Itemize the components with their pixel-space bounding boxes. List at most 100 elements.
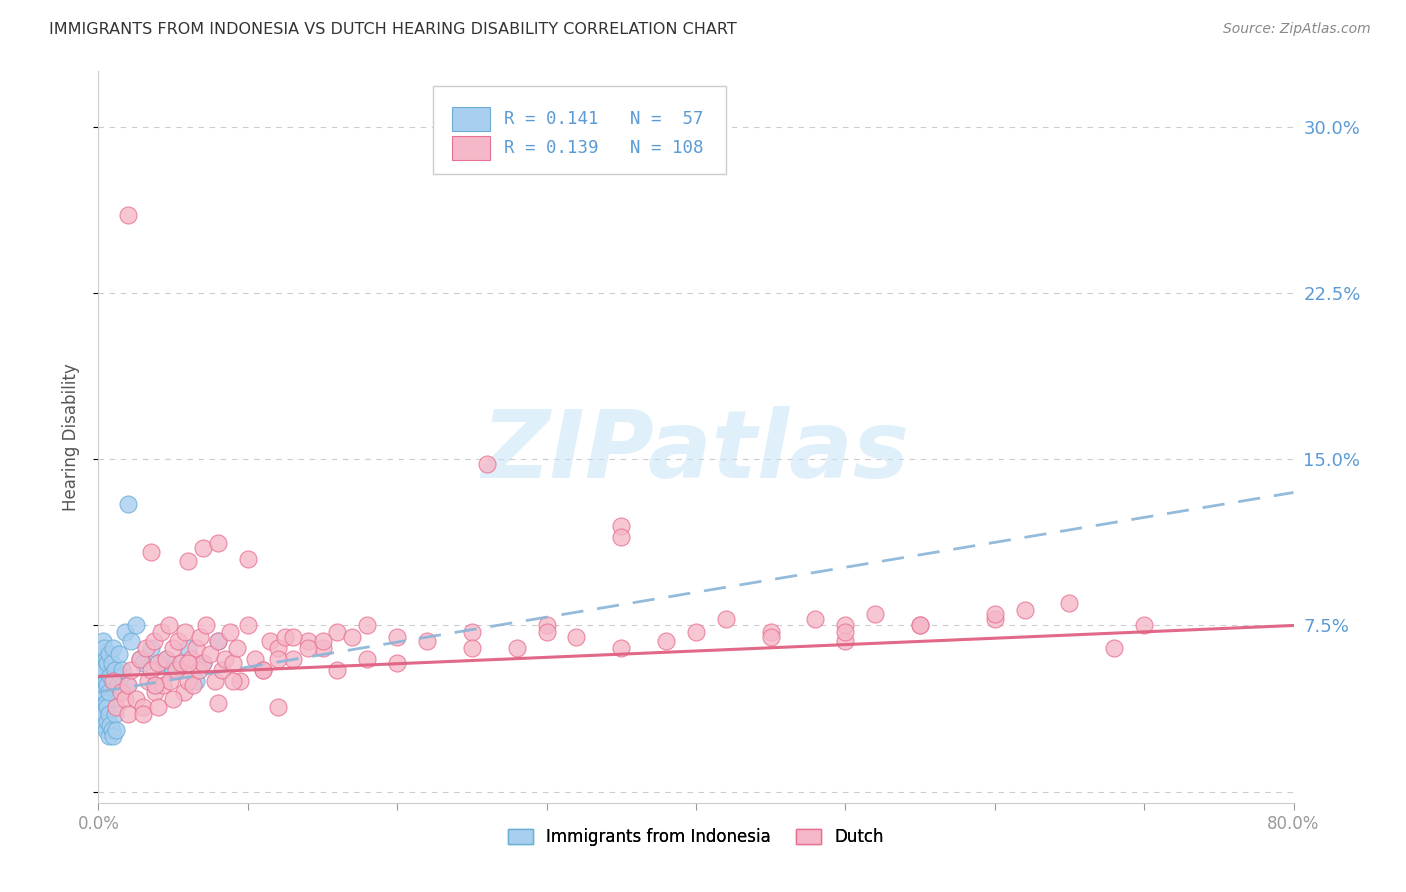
- Point: [93, 640, 115, 655]
- Point: [207, 634, 229, 648]
- Point: [97, 707, 120, 722]
- Point: [108, 648, 131, 662]
- Point: [155, 651, 177, 665]
- Point: [162, 663, 184, 677]
- Point: [125, 618, 148, 632]
- Point: [142, 634, 165, 648]
- Point: [162, 640, 184, 655]
- Point: [105, 700, 128, 714]
- Point: [356, 651, 378, 665]
- Point: [187, 663, 209, 677]
- Point: [274, 630, 297, 644]
- Point: [94, 651, 117, 665]
- Point: [97, 685, 120, 699]
- Point: [184, 640, 207, 655]
- Point: [204, 673, 226, 688]
- Point: [96, 678, 118, 692]
- Point: [105, 723, 128, 737]
- Point: [89, 669, 111, 683]
- Point: [115, 678, 138, 692]
- Point: [117, 497, 139, 511]
- Point: [655, 634, 678, 648]
- Point: [211, 663, 233, 677]
- Point: [475, 457, 498, 471]
- Point: [181, 678, 204, 692]
- Point: [416, 634, 439, 648]
- Point: [157, 618, 180, 632]
- Point: [461, 640, 484, 655]
- Point: [281, 630, 304, 644]
- Point: [908, 618, 931, 632]
- Point: [148, 700, 170, 714]
- Point: [236, 618, 259, 632]
- Point: [129, 651, 152, 665]
- Point: [107, 678, 129, 692]
- Point: [94, 696, 117, 710]
- Point: [342, 630, 364, 644]
- Text: ZIPatlas: ZIPatlas: [482, 406, 910, 498]
- Point: [139, 640, 162, 655]
- Point: [195, 618, 218, 632]
- Point: [356, 618, 378, 632]
- Point: [311, 640, 333, 655]
- Point: [834, 634, 856, 648]
- Point: [1104, 640, 1126, 655]
- Point: [281, 651, 304, 665]
- Point: [110, 669, 132, 683]
- Point: [117, 678, 139, 692]
- Point: [165, 663, 187, 677]
- Point: [610, 530, 633, 544]
- Point: [834, 618, 856, 632]
- Point: [536, 618, 558, 632]
- Point: [177, 554, 200, 568]
- Point: [117, 707, 139, 722]
- Point: [191, 541, 214, 555]
- Point: [94, 673, 117, 688]
- Point: [139, 545, 162, 559]
- Point: [90, 691, 112, 706]
- Point: [177, 673, 200, 688]
- Point: [1133, 618, 1156, 632]
- Point: [259, 634, 281, 648]
- Point: [506, 640, 529, 655]
- Point: [759, 630, 782, 644]
- Point: [117, 209, 139, 223]
- Point: [97, 648, 120, 662]
- Point: [177, 640, 200, 655]
- Point: [245, 651, 267, 665]
- Point: [267, 700, 290, 714]
- Y-axis label: Hearing Disability: Hearing Disability: [62, 363, 80, 511]
- Point: [169, 656, 191, 670]
- Text: R = 0.139   N = 108: R = 0.139 N = 108: [503, 139, 703, 157]
- Point: [159, 673, 181, 688]
- Point: [111, 663, 134, 677]
- Point: [385, 656, 409, 670]
- Point: [297, 640, 319, 655]
- Point: [188, 630, 211, 644]
- Point: [152, 678, 174, 692]
- Point: [94, 723, 117, 737]
- Point: [103, 729, 125, 743]
- Point: [610, 640, 633, 655]
- Point: [191, 656, 214, 670]
- Point: [229, 673, 252, 688]
- Point: [114, 691, 136, 706]
- Point: [98, 669, 122, 683]
- Point: [834, 625, 856, 640]
- Point: [177, 656, 200, 670]
- Point: [148, 656, 170, 670]
- Point: [143, 678, 166, 692]
- Point: [110, 685, 132, 699]
- Point: [93, 663, 115, 677]
- Point: [101, 723, 124, 737]
- Point: [252, 663, 274, 677]
- Point: [326, 663, 349, 677]
- Point: [1014, 603, 1036, 617]
- Point: [984, 612, 1007, 626]
- Point: [101, 656, 124, 670]
- Text: Source: ZipAtlas.com: Source: ZipAtlas.com: [1223, 22, 1371, 37]
- FancyBboxPatch shape: [453, 136, 491, 160]
- Point: [135, 640, 157, 655]
- Point: [267, 651, 290, 665]
- Point: [97, 729, 120, 743]
